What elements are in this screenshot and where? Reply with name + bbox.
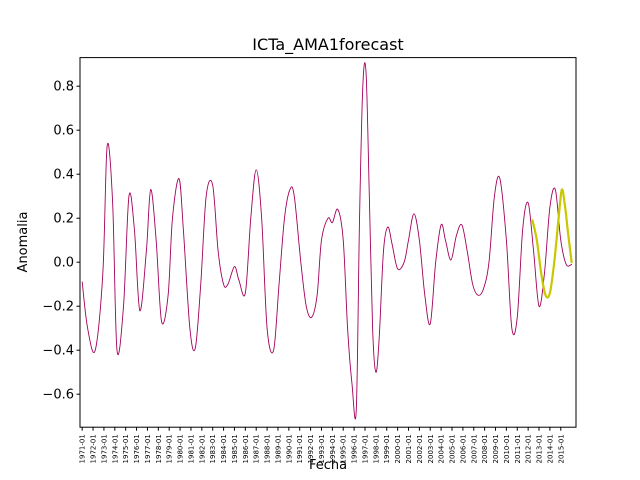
x-tick-label: 2013-01: [536, 434, 544, 463]
plot-area: −0.6 −0.4 −0.2 0.0 0.2 0.4 0.6 0.8 1971-01 1972-0…: [42, 62, 573, 463]
x-tick-label: 1977-01: [144, 434, 152, 463]
x-tick-label: 1973-01: [100, 434, 108, 463]
x-tick-label: 1975-01: [122, 434, 130, 463]
y-tick-label: 0.6: [53, 124, 74, 139]
y-tick-label: −0.4: [42, 344, 74, 359]
plot-frame: [79, 57, 577, 428]
x-tick-label: 2014-01: [546, 434, 554, 463]
chart-title: ICTa_AMA1forecast: [252, 35, 403, 55]
x-tick-label: 2009-01: [492, 434, 500, 463]
y-axis-label: Anomalia: [16, 212, 31, 273]
x-tick-label: 1996-01: [351, 434, 359, 463]
x-tick-label: 2007-01: [470, 434, 478, 463]
x-tick-label: 2002-01: [416, 434, 424, 463]
x-tick-label: 1980-01: [177, 434, 185, 463]
y-tick-label: 0.2: [53, 212, 74, 227]
x-tick-label: 1971-01: [79, 434, 87, 463]
x-tick-label: 1985-01: [231, 434, 239, 463]
x-tick-label: 2003-01: [427, 434, 435, 463]
x-tick-label: 2005-01: [449, 434, 457, 463]
x-tick-label: 1989-01: [274, 434, 282, 463]
y-tick-label: 0.8: [53, 80, 74, 95]
x-axis-label: Fecha: [309, 458, 347, 473]
x-tick-label: 1986-01: [242, 434, 250, 463]
x-tick-label: 1998-01: [372, 434, 380, 463]
x-tick-label: 2012-01: [525, 434, 533, 463]
x-tick-label: 1992-01: [307, 434, 315, 463]
x-tick-label: 1972-01: [90, 434, 98, 463]
x-tick-label: 1983-01: [209, 434, 217, 463]
x-tick-label: 1976-01: [133, 434, 141, 463]
x-tick-label: 1988-01: [264, 434, 272, 463]
x-tick-label: 1984-01: [220, 434, 228, 463]
x-tick-label: 2004-01: [438, 434, 446, 463]
x-tick-label: 2001-01: [405, 434, 413, 463]
x-tick-label: 2015-01: [557, 434, 565, 463]
x-tick-label: 1987-01: [253, 434, 261, 463]
x-tick-label: 1997-01: [361, 434, 369, 463]
x-tick-label: 1974-01: [111, 434, 119, 463]
y-tick-label: 0.4: [53, 168, 74, 183]
y-tick-label: 0.0: [53, 256, 74, 271]
series-line-anomaly: [81, 62, 573, 420]
y-tick-label: −0.2: [42, 300, 74, 315]
x-tick-label: 1979-01: [166, 434, 174, 463]
x-tick-label: 1995-01: [340, 434, 348, 463]
x-tick-label: 1991-01: [296, 434, 304, 463]
x-tick-label: 1999-01: [383, 434, 391, 463]
x-tick-label: 2011-01: [514, 434, 522, 463]
x-tick-label: 2008-01: [481, 434, 489, 463]
x-tick-label: 1978-01: [155, 434, 163, 463]
x-tick-label: 1990-01: [285, 434, 293, 463]
y-tick-label: −0.6: [42, 388, 74, 403]
x-tick-label: 1994-01: [329, 434, 337, 463]
x-tick-label: 1982-01: [198, 434, 206, 463]
x-tick-label: 2010-01: [503, 434, 511, 463]
x-tick-label: 1981-01: [187, 434, 195, 463]
series-line-forecast: [531, 188, 573, 299]
x-tick-label: 2000-01: [394, 434, 402, 463]
x-tick-label: 2006-01: [459, 434, 467, 463]
x-tick-label: 1993-01: [318, 434, 326, 463]
